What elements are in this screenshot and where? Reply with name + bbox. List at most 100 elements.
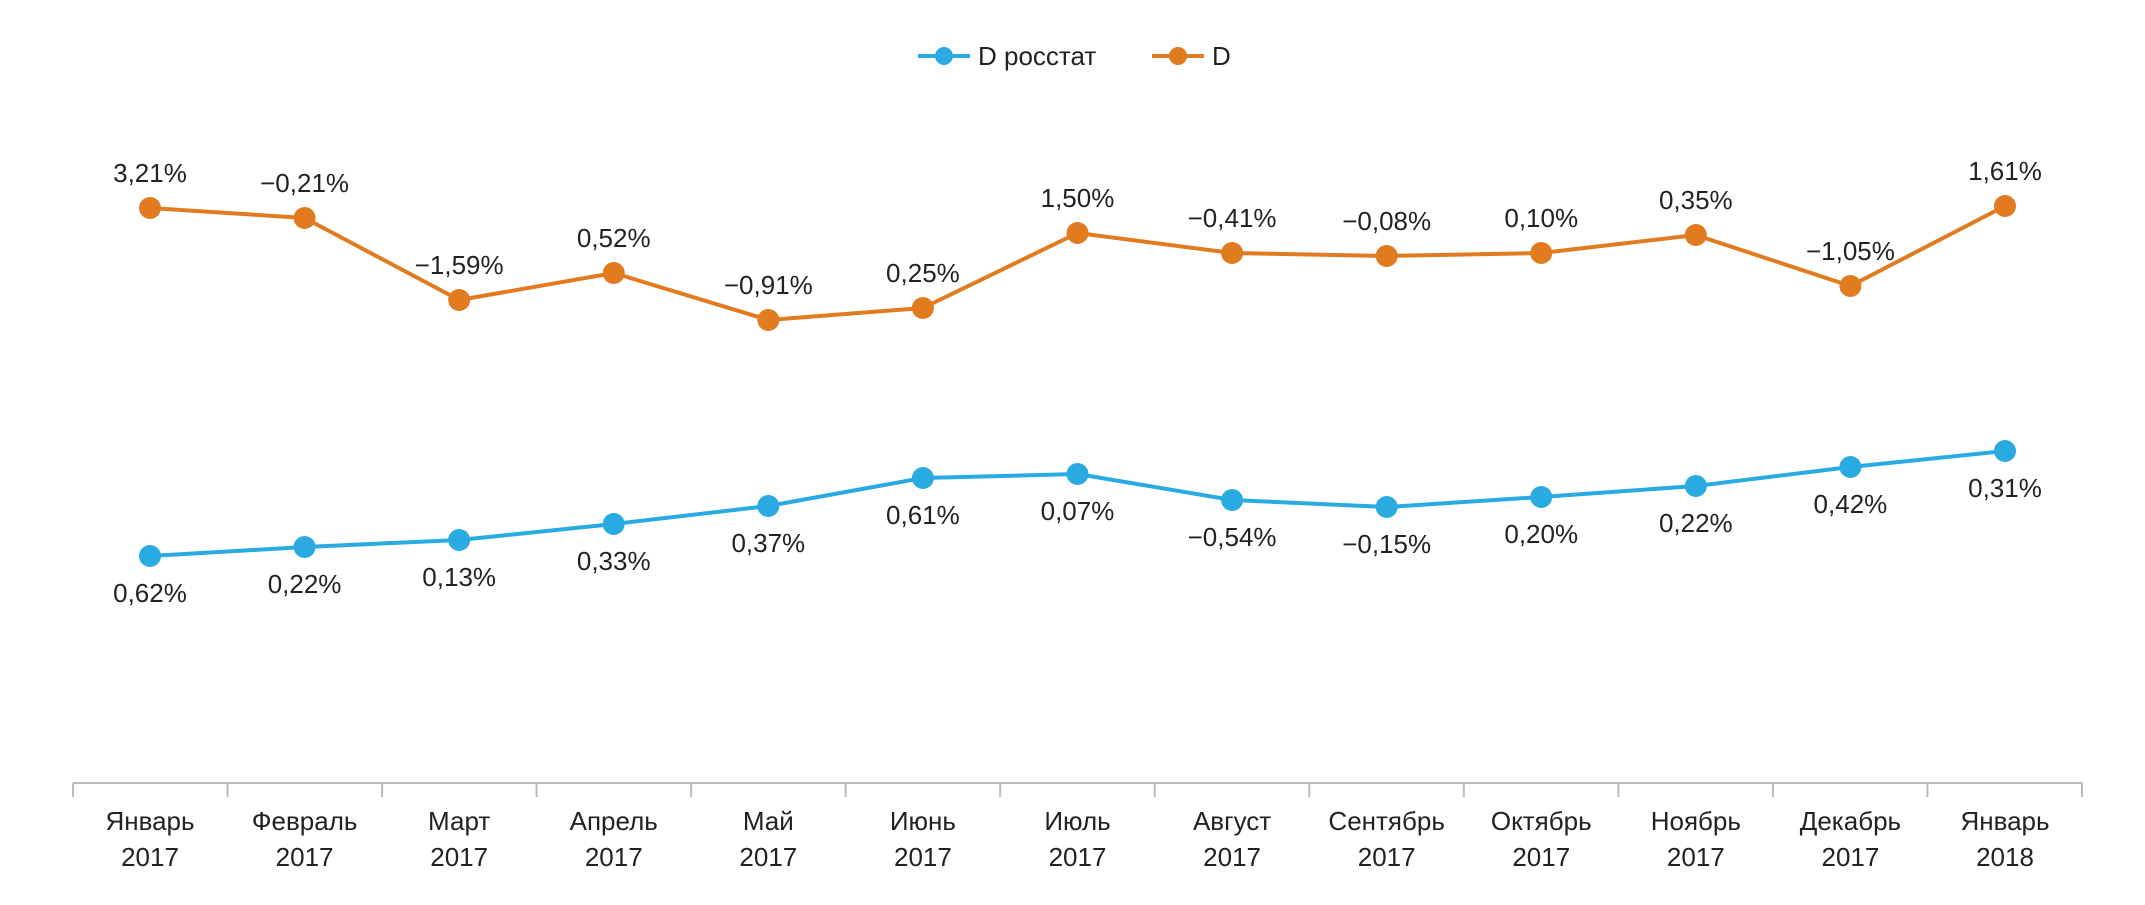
- x-tick-label-year: 2017: [1821, 842, 1879, 872]
- data-point-d: [1530, 242, 1553, 264]
- data-point-d: [1066, 222, 1089, 244]
- data-label-d: 0,25%: [886, 258, 960, 288]
- data-point-d: [911, 297, 934, 319]
- data-point-d: [1684, 224, 1707, 246]
- series-layer: 0,62% 0,22% 0,13% 0,33% 0,37% 0,61% 0,07% −0,54…: [113, 156, 2042, 608]
- x-tick-label-year: 2017: [121, 842, 179, 872]
- data-point-d: [448, 289, 471, 311]
- x-tick-label-year: 2017: [894, 842, 952, 872]
- data-label-d-rosstat: 0,42%: [1814, 489, 1888, 519]
- data-label-d: 0,35%: [1659, 185, 1733, 215]
- legend-label: D росстат: [978, 41, 1096, 71]
- data-point-d: [757, 309, 780, 331]
- x-tick-label: Июль 2017: [1044, 806, 1110, 872]
- x-tick-label: Сентябрь 2017: [1328, 806, 1444, 872]
- data-label-d-rosstat: 0,22%: [268, 569, 342, 599]
- series-d-rosstat: 0,62% 0,22% 0,13% 0,33% 0,37% 0,61% 0,07% −0,54…: [113, 440, 2042, 608]
- x-tick-label-year: 2018: [1976, 842, 2034, 872]
- x-tick-label-month: Сентябрь: [1328, 806, 1444, 836]
- data-point-d-rosstat: [1839, 456, 1862, 478]
- data-label-d-rosstat: 0,07%: [1041, 496, 1115, 526]
- x-tick-label-month: Январь: [1960, 806, 2049, 836]
- x-tick-label: Апрель 2017: [570, 806, 658, 872]
- x-tick-label: Август 2017: [1193, 806, 1271, 872]
- data-label-d: −1,59%: [415, 250, 504, 280]
- x-tick-label-year: 2017: [430, 842, 488, 872]
- series-d: 3,21% −0,21% −1,59% 0,52% −0,91% 0,25% 1,50% −0…: [113, 156, 2042, 331]
- data-label-d-rosstat: 0,33%: [577, 546, 651, 576]
- x-tick-label-month: Февраль: [252, 806, 358, 836]
- data-label-d-rosstat: 0,37%: [731, 528, 805, 558]
- data-label-d: −0,41%: [1188, 203, 1277, 233]
- data-point-d-rosstat: [448, 529, 471, 551]
- x-tick-label: Октябрь 2017: [1491, 806, 1592, 872]
- data-point-d-rosstat: [1530, 486, 1553, 508]
- x-tick-label-year: 2017: [276, 842, 334, 872]
- data-label-d: 0,52%: [577, 223, 651, 253]
- x-tick-label-year: 2017: [1512, 842, 1570, 872]
- legend-item-d-rosstat: D росстат: [918, 41, 1096, 71]
- x-tick-label: Январь 2018: [1960, 806, 2049, 872]
- data-point-d: [1994, 195, 2016, 217]
- legend-marker-swatch: [935, 47, 953, 65]
- data-label-d: −0,08%: [1342, 206, 1431, 236]
- x-tick-label-year: 2017: [1358, 842, 1416, 872]
- data-label-d: −0,21%: [260, 168, 349, 198]
- x-tick-label: Февраль 2017: [252, 806, 358, 872]
- x-tick-label-month: Январь: [105, 806, 194, 836]
- legend-marker-swatch: [1169, 47, 1187, 65]
- legend-label: D: [1212, 41, 1231, 71]
- x-tick-label: Май 2017: [739, 806, 797, 872]
- x-tick-label-year: 2017: [1667, 842, 1725, 872]
- data-label-d: −0,91%: [724, 270, 813, 300]
- data-label-d-rosstat: 0,61%: [886, 500, 960, 530]
- data-label-d-rosstat: 0,62%: [113, 578, 187, 608]
- x-tick-label-year: 2017: [585, 842, 643, 872]
- x-tick-label: Июнь 2017: [890, 806, 956, 872]
- x-tick-label-month: Ноябрь: [1651, 806, 1741, 836]
- data-point-d: [602, 262, 625, 284]
- x-tick-label-month: Май: [743, 806, 794, 836]
- data-label-d: 0,10%: [1504, 203, 1578, 233]
- x-tick-label-month: Август: [1193, 806, 1271, 836]
- data-point-d: [139, 197, 161, 219]
- x-tick-label: Ноябрь 2017: [1651, 806, 1741, 872]
- data-point-d: [1221, 242, 1244, 264]
- data-point-d: [293, 207, 316, 229]
- legend: D росстат D: [918, 41, 1231, 71]
- data-point-d: [1839, 275, 1862, 297]
- x-tick-label-year: 2017: [1203, 842, 1261, 872]
- data-point-d-rosstat: [139, 545, 161, 567]
- x-tick-label-month: Июнь: [890, 806, 956, 836]
- data-point-d-rosstat: [1375, 496, 1398, 518]
- data-point-d-rosstat: [1684, 475, 1707, 497]
- x-tick-label-month: Июль: [1044, 806, 1110, 836]
- data-point-d-rosstat: [1221, 489, 1244, 511]
- data-label-d-rosstat: 0,22%: [1659, 508, 1733, 538]
- data-point-d-rosstat: [757, 495, 780, 517]
- x-tick-label-month: Декабрь: [1800, 806, 1901, 836]
- x-tick-label: Декабрь 2017: [1800, 806, 1901, 872]
- data-point-d-rosstat: [293, 536, 316, 558]
- data-point-d: [1375, 245, 1398, 267]
- x-tick-label: Январь 2017: [105, 806, 194, 872]
- x-tick-label-month: Март: [428, 806, 490, 836]
- legend-item-d: D: [1152, 41, 1231, 71]
- x-tick-label-year: 2017: [739, 842, 797, 872]
- data-label-d: −1,05%: [1806, 236, 1895, 266]
- data-label-d-rosstat: 0,31%: [1968, 473, 2042, 503]
- data-label-d-rosstat: −0,15%: [1342, 529, 1431, 559]
- data-point-d-rosstat: [1994, 440, 2016, 462]
- data-label-d-rosstat: 0,20%: [1504, 519, 1578, 549]
- data-label-d-rosstat: 0,13%: [422, 562, 496, 592]
- x-tick-label-year: 2017: [1049, 842, 1107, 872]
- data-point-d-rosstat: [1066, 463, 1089, 485]
- data-label-d-rosstat: −0,54%: [1188, 522, 1277, 552]
- x-axis: Январь2017Февраль2017Март2017Апрель2017М…: [72, 782, 2083, 872]
- data-label-d: 1,50%: [1041, 183, 1115, 213]
- data-point-d-rosstat: [911, 467, 934, 489]
- data-point-d-rosstat: [602, 513, 625, 535]
- x-tick-label-month: Октябрь: [1491, 806, 1592, 836]
- x-tick-label-month: Апрель: [570, 806, 658, 836]
